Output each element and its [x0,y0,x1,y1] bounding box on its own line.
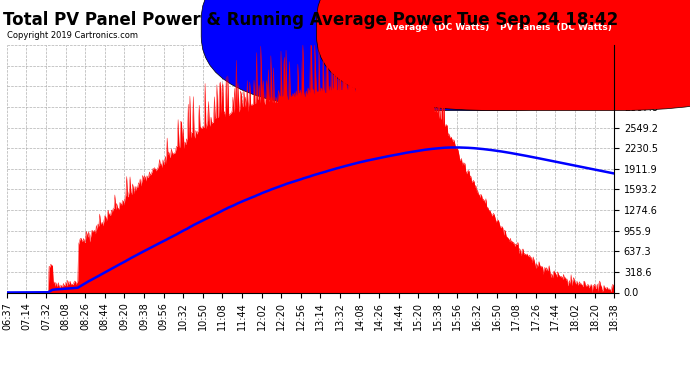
FancyBboxPatch shape [201,0,675,111]
FancyBboxPatch shape [317,0,690,111]
Text: Copyright 2019 Cartronics.com: Copyright 2019 Cartronics.com [7,32,138,40]
Text: Average  (DC Watts): Average (DC Watts) [386,23,490,32]
Text: Total PV Panel Power & Running Average Power Tue Sep 24 18:42: Total PV Panel Power & Running Average P… [3,11,618,29]
Text: PV Panels  (DC Watts): PV Panels (DC Watts) [500,23,612,32]
